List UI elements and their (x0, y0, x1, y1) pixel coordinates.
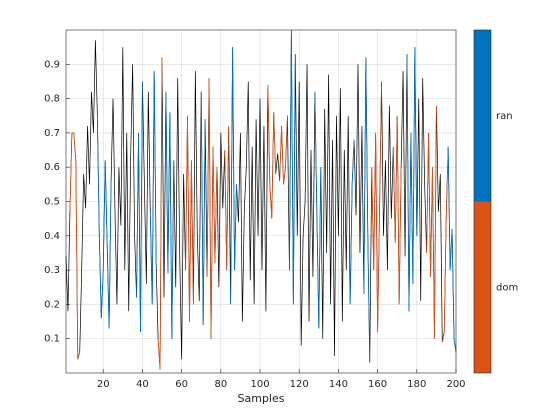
line-segment (206, 78, 218, 339)
line-segment (349, 139, 355, 305)
x-tick-label: 160 (368, 379, 387, 390)
x-tick-label: 140 (329, 379, 348, 390)
line-segment (363, 57, 371, 363)
line-segment (406, 47, 418, 312)
y-tick-label: 0.4 (44, 231, 60, 242)
x-tick-label: 100 (250, 379, 269, 390)
x-tick-label: 60 (175, 379, 188, 390)
line-segment (149, 71, 157, 305)
line-segment (441, 146, 449, 343)
line-segment (224, 126, 230, 271)
y-tick-label: 0.1 (44, 334, 60, 345)
y-tick-label: 0.2 (44, 299, 60, 310)
axes-box (65, 29, 457, 374)
x-tick-label: 40 (136, 379, 149, 390)
colorbar-label: ran (496, 111, 513, 122)
colorbar-label: dom (496, 282, 518, 293)
line-segment (185, 115, 194, 322)
y-tick-label: 0.3 (44, 265, 60, 276)
y-tick-label: 0.7 (44, 128, 60, 139)
line-segment (200, 91, 206, 325)
y-tick-label: 0.9 (44, 59, 60, 70)
line-segment (289, 29, 296, 305)
line-segment (157, 57, 163, 370)
colorbar-box (473, 29, 492, 374)
line-segment (447, 146, 457, 353)
line-segment (230, 47, 237, 305)
line-segment (279, 115, 288, 185)
line-segment (69, 132, 81, 360)
x-tick-label: 120 (290, 379, 309, 390)
y-tick-label: 0.5 (44, 197, 60, 208)
y-tick-label: 0.8 (44, 94, 60, 105)
x-axis-label: Samples (238, 392, 285, 405)
line-segment (371, 81, 382, 332)
line-segment (165, 91, 175, 339)
line-segment (136, 81, 143, 332)
line-segment (426, 105, 437, 339)
line-segment (267, 84, 277, 219)
colorbar-swatch (474, 201, 491, 373)
line-segment (96, 115, 112, 329)
y-tick-label: 0.6 (44, 162, 60, 173)
line-segment (314, 91, 322, 329)
x-tick-label: 200 (446, 379, 465, 390)
colorbar-swatch (474, 30, 491, 202)
line (65, 29, 457, 370)
line-segment (392, 115, 402, 305)
x-tick-label: 180 (407, 379, 426, 390)
x-tick-label: 80 (214, 379, 227, 390)
x-tick-label: 20 (97, 379, 110, 390)
